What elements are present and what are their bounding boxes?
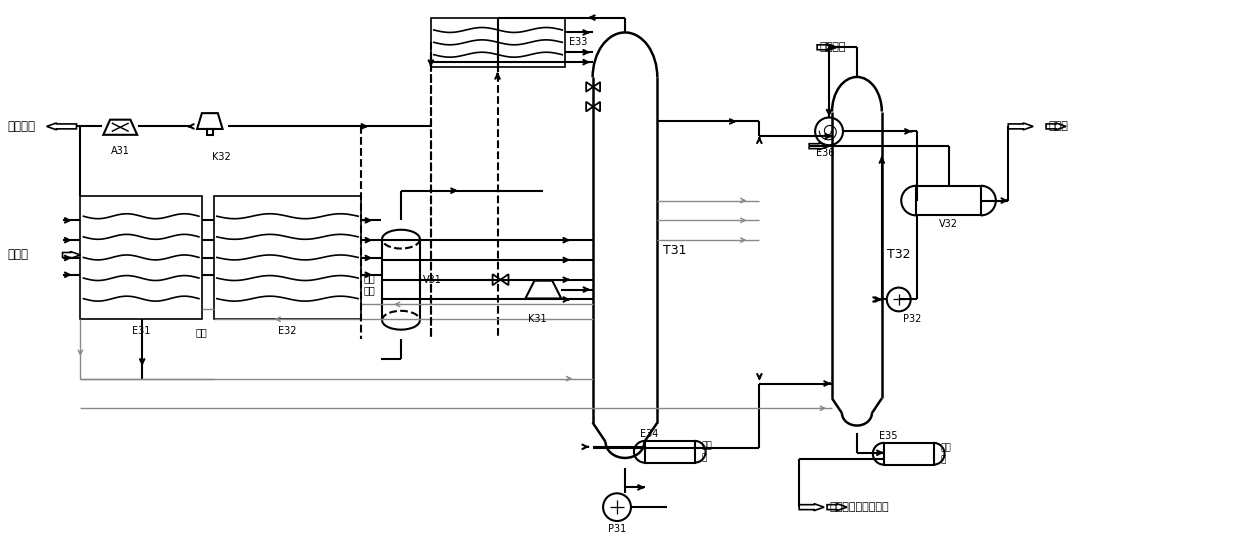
Text: 不凝气: 不凝气 bbox=[1048, 122, 1068, 131]
Text: T31: T31 bbox=[663, 244, 686, 257]
Text: 丙烷: 丙烷 bbox=[196, 327, 208, 337]
Bar bbox=[430, 18, 565, 67]
Text: T32: T32 bbox=[887, 249, 910, 261]
Text: V31: V31 bbox=[423, 275, 441, 285]
Text: 油: 油 bbox=[702, 453, 707, 462]
Bar bbox=[916, 186, 981, 215]
Text: E31: E31 bbox=[131, 326, 150, 336]
Bar bbox=[884, 443, 934, 465]
Text: E36: E36 bbox=[816, 148, 835, 158]
Bar bbox=[81, 196, 202, 319]
Text: 外输干气: 外输干气 bbox=[7, 120, 36, 133]
Text: 乙烷产品: 乙烷产品 bbox=[820, 43, 846, 52]
Text: 导热: 导热 bbox=[941, 443, 951, 452]
Text: 油: 油 bbox=[941, 455, 946, 464]
Bar bbox=[213, 196, 361, 319]
Text: K32: K32 bbox=[212, 152, 231, 162]
Text: E34: E34 bbox=[640, 429, 658, 439]
Text: 进料气: 进料气 bbox=[7, 249, 29, 261]
Text: 乙烯: 乙烯 bbox=[363, 273, 374, 282]
Text: E33: E33 bbox=[569, 37, 588, 47]
Text: 丙烷及丙烷以上产品: 丙烷及丙烷以上产品 bbox=[830, 502, 889, 512]
Text: E35: E35 bbox=[879, 431, 898, 441]
Text: 导热: 导热 bbox=[702, 441, 713, 450]
Text: P31: P31 bbox=[608, 524, 626, 534]
Text: E32: E32 bbox=[278, 326, 296, 336]
Text: V32: V32 bbox=[939, 220, 959, 229]
Text: A31: A31 bbox=[110, 146, 130, 156]
Bar bbox=[207, 129, 213, 135]
Text: K31: K31 bbox=[528, 314, 547, 324]
Text: 丙烷: 丙烷 bbox=[363, 286, 374, 295]
Bar bbox=[645, 441, 694, 463]
Text: P32: P32 bbox=[903, 314, 921, 324]
